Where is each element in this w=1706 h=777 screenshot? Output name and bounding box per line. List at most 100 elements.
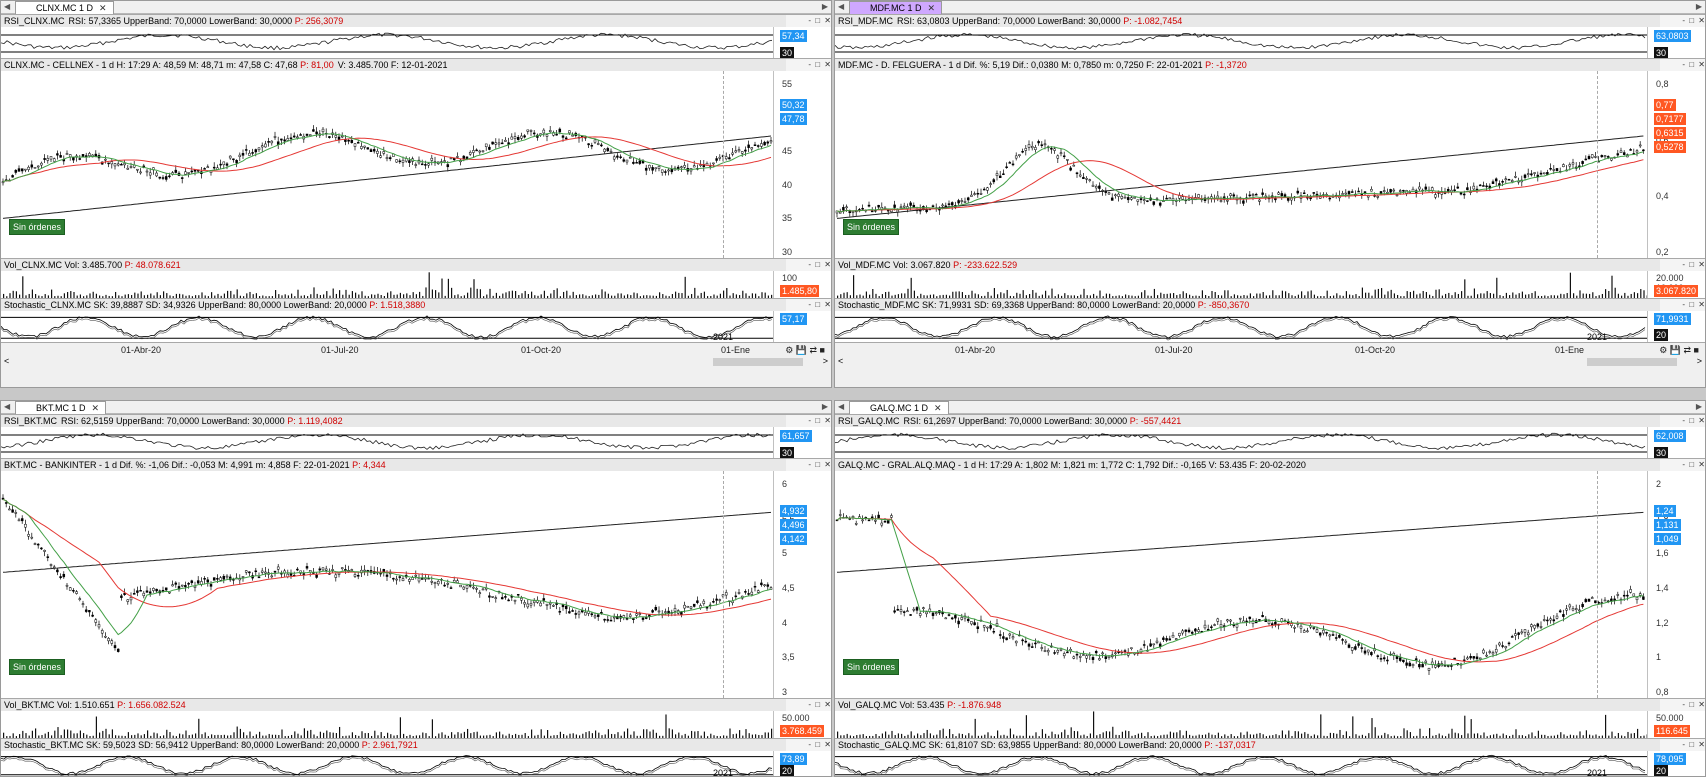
candle-body — [1011, 163, 1015, 166]
candle-body — [1056, 155, 1060, 159]
tab-clnx[interactable]: CLNX.MC 1 D ✕ — [15, 1, 114, 14]
volume-bar — [961, 292, 963, 298]
candle-body — [654, 606, 658, 611]
volume-bar — [1198, 295, 1200, 298]
volume-bar — [399, 292, 401, 298]
scroll-left-icon[interactable]: < — [4, 356, 10, 366]
volume-bar — [297, 733, 299, 738]
candle-body — [190, 580, 194, 584]
volume-bar — [1246, 731, 1248, 738]
pane-controls[interactable]: - □ ✕ — [786, 59, 831, 71]
volume-bar — [425, 733, 427, 738]
scroll-right-icon[interactable]: > — [822, 356, 828, 366]
price-tick-label: 2 — [1656, 479, 1662, 489]
volume-bar — [271, 734, 273, 738]
volume-bar — [1438, 733, 1440, 738]
volume-bar — [1009, 728, 1011, 738]
candle-body — [494, 597, 498, 599]
volume-bar — [1553, 735, 1555, 738]
volume-bar — [403, 294, 405, 298]
pane-controls[interactable]: - □ ✕ — [1660, 699, 1705, 711]
pane-controls[interactable]: - □ ✕ — [786, 299, 831, 311]
volume-bar — [441, 278, 443, 298]
tab-scroll-right-icon[interactable]: ▶ — [821, 2, 828, 11]
candle-body — [475, 149, 478, 152]
candle-body — [542, 598, 546, 601]
tab-galq[interactable]: GALQ.MC 1 D ✕ — [849, 401, 949, 414]
volume-bar — [1224, 290, 1226, 298]
candle-body — [1539, 172, 1543, 175]
candle-body — [1366, 195, 1370, 198]
candle-body — [1258, 199, 1261, 202]
candle-body — [1098, 185, 1101, 189]
candle-body — [145, 590, 149, 593]
pane-controls[interactable]: - □ ✕ — [1660, 59, 1705, 71]
pane-controls[interactable]: - □ ✕ — [1660, 459, 1705, 471]
pane-controls[interactable]: - □ ✕ — [1660, 15, 1705, 27]
candle-body — [861, 519, 864, 522]
volume-bar — [1048, 295, 1050, 298]
tab-mdf[interactable]: MDF.MC 1 D ✕ — [849, 1, 943, 14]
volume-bar — [1544, 295, 1546, 298]
scroll-thumb[interactable] — [713, 358, 803, 366]
pane-controls[interactable]: - □ ✕ — [786, 259, 831, 271]
horizontal-scrollbar[interactable]: < > — [835, 356, 1705, 368]
pane-controls[interactable]: - □ ✕ — [786, 15, 831, 27]
price-tick-label: 0,6 — [1656, 135, 1669, 145]
scroll-left-icon[interactable]: < — [838, 356, 844, 366]
candle-body — [1344, 640, 1348, 643]
volume-bar — [563, 291, 565, 298]
pane-controls[interactable]: - □ ✕ — [1660, 259, 1705, 271]
pane-controls[interactable]: - □ ✕ — [786, 415, 831, 427]
pane-controls[interactable]: - □ ✕ — [1660, 299, 1705, 311]
toolbar-icons[interactable]: ⚙ 💾 ⇄ ■ — [785, 345, 825, 355]
candle-body — [1341, 193, 1344, 195]
volume-bar — [67, 292, 69, 298]
pane-controls[interactable]: - □ ✕ — [786, 739, 831, 751]
candle-body — [152, 588, 155, 591]
horizontal-scrollbar[interactable]: < > — [1, 356, 831, 368]
tab-scroll-right-icon[interactable]: ▶ — [1695, 2, 1702, 11]
close-icon[interactable]: ✕ — [91, 403, 100, 413]
candle-body — [1418, 186, 1421, 190]
volume-bar — [636, 735, 638, 738]
candle-body — [867, 519, 871, 522]
price-tick-label: 0,4 — [1656, 191, 1669, 201]
tab-scroll-left-icon[interactable]: ◀ — [838, 2, 845, 11]
volume-bar — [524, 733, 526, 738]
volume-pane-canvas: 50.000 116.645 — [835, 711, 1705, 738]
candle-body — [1565, 608, 1568, 611]
tab-scroll-right-icon[interactable]: ▶ — [1695, 402, 1702, 411]
volume-bar — [1489, 293, 1491, 298]
tab-scroll-right-icon[interactable]: ▶ — [821, 402, 828, 411]
toolbar-icons[interactable]: ⚙ 💾 ⇄ ■ — [1659, 345, 1699, 355]
pane-controls[interactable]: - □ ✕ — [786, 699, 831, 711]
pane-controls[interactable]: - □ ✕ — [1660, 415, 1705, 427]
volume-bar — [191, 734, 193, 738]
volume-bar — [1048, 735, 1050, 738]
close-icon[interactable]: ✕ — [927, 3, 936, 13]
volume-bar — [41, 735, 43, 738]
pane-controls[interactable]: - □ ✕ — [1660, 739, 1705, 751]
volume-bar — [1509, 295, 1511, 298]
volume-bar — [25, 733, 27, 738]
pane-controls[interactable]: - □ ✕ — [786, 459, 831, 471]
scroll-right-icon[interactable]: > — [1696, 356, 1702, 366]
close-icon[interactable]: ✕ — [934, 403, 942, 413]
tab-bkt[interactable]: BKT.MC 1 D ✕ — [15, 401, 107, 414]
mid-ma-line — [2, 498, 772, 616]
volume-bar — [1489, 735, 1491, 738]
volume-bar — [60, 296, 62, 298]
tab-scroll-left-icon[interactable]: ◀ — [4, 402, 11, 411]
close-icon[interactable]: ✕ — [99, 3, 107, 13]
tab-scroll-left-icon[interactable]: ◀ — [838, 402, 845, 411]
scroll-thumb[interactable] — [1587, 358, 1677, 366]
volume-bar — [1294, 296, 1296, 298]
volume-bar — [195, 733, 197, 738]
candle-body — [372, 149, 376, 152]
volume-bar — [470, 733, 472, 738]
tab-scroll-left-icon[interactable]: ◀ — [4, 2, 11, 11]
candle-body — [139, 171, 142, 174]
value-tag: 0,6315 — [1654, 127, 1686, 140]
candle-body — [1002, 636, 1005, 639]
